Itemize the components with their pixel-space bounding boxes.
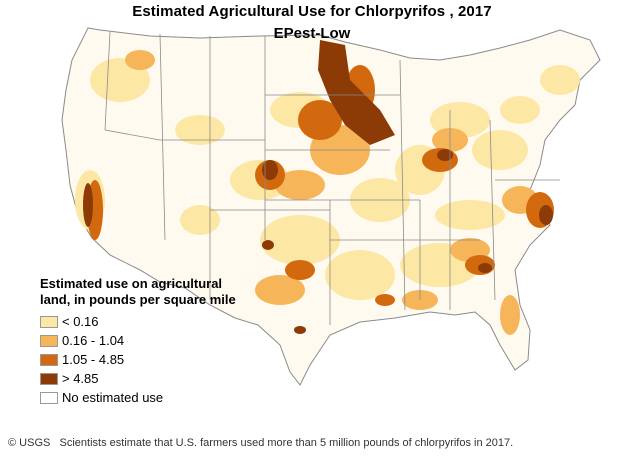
legend-label: > 4.85 — [62, 371, 99, 386]
legend-item: 1.05 - 4.85 — [40, 350, 270, 369]
legend-label: No estimated use — [62, 390, 164, 405]
legend-item: > 4.85 — [40, 369, 270, 388]
caption-credit: © USGS — [8, 437, 51, 449]
low-use-areas — [75, 58, 580, 300]
image-caption: © USGS Scientists estimate that U.S. far… — [8, 437, 513, 449]
legend-title: Estimated use on agricultural land, in p… — [40, 276, 236, 307]
state-borders — [104, 31, 560, 325]
legend-swatch-none — [40, 391, 58, 404]
caption-text: Scientists estimate that U.S. farmers us… — [59, 437, 514, 449]
map-title: Estimated Agricultural Use for Chlorpyri… — [132, 3, 492, 20]
map-subtitle: EPest-Low — [273, 25, 351, 42]
legend-label: 0.16 - 1.04 — [62, 333, 125, 348]
legend: Estimated use on agricultural land, in p… — [40, 276, 270, 407]
map-figure: Estimated Agricultural Use for Chlorpyri… — [40, 3, 601, 407]
legend-swatch-highest — [40, 372, 58, 385]
legend-item: < 0.16 — [40, 312, 270, 331]
legend-swatch-lowest — [40, 315, 58, 328]
legend-item: 0.16 - 1.04 — [40, 331, 270, 350]
legend-label: < 0.16 — [62, 314, 99, 329]
legend-label: 1.05 - 4.85 — [62, 352, 125, 367]
us-choropleth-map — [61, 27, 601, 386]
very-high-use-areas — [83, 40, 553, 334]
legend-swatch-high — [40, 353, 58, 366]
legend-item: No estimated use — [40, 388, 270, 407]
legend-swatch-low — [40, 334, 58, 347]
